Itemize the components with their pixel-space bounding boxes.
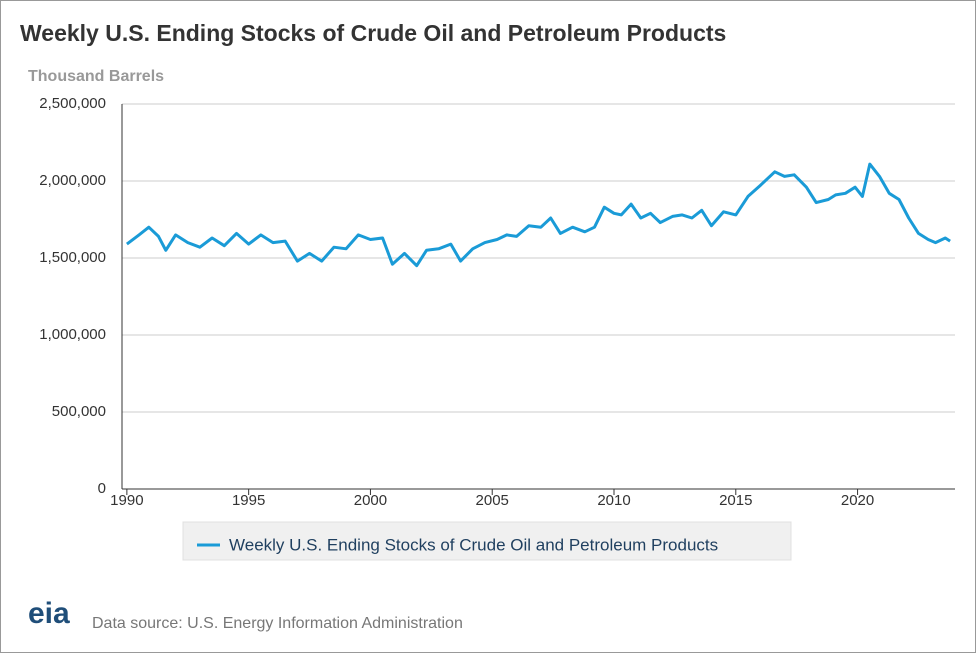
y-axis-label: Thousand Barrels: [28, 68, 164, 85]
x-tick-label: 2000: [354, 492, 387, 509]
y-tick-label: 500,000: [52, 403, 106, 420]
legend-label: Weekly U.S. Ending Stocks of Crude Oil a…: [229, 535, 718, 554]
x-tick-label: 2005: [476, 492, 509, 509]
x-tick-label: 2015: [719, 492, 752, 509]
line-series: [125, 162, 951, 268]
x-tick-label: 1990: [110, 492, 143, 509]
y-tick-label: 2,500,000: [39, 95, 106, 112]
legend-box: [182, 521, 792, 561]
logo: eia: [28, 597, 70, 630]
y-tick-label: 1,500,000: [39, 249, 106, 266]
y-tick-label: 1,000,000: [39, 326, 106, 343]
chart-title: Weekly U.S. Ending Stocks of Crude Oil a…: [20, 20, 726, 46]
y-tick-label: 2,000,000: [39, 172, 106, 189]
y-tick-label: 0: [98, 480, 106, 497]
x-tick-label: 1995: [232, 492, 265, 509]
x-tick-label: 2020: [841, 492, 874, 509]
source: Data source: U.S. Energy Information Adm…: [92, 615, 463, 632]
x-tick-label: 2010: [597, 492, 630, 509]
